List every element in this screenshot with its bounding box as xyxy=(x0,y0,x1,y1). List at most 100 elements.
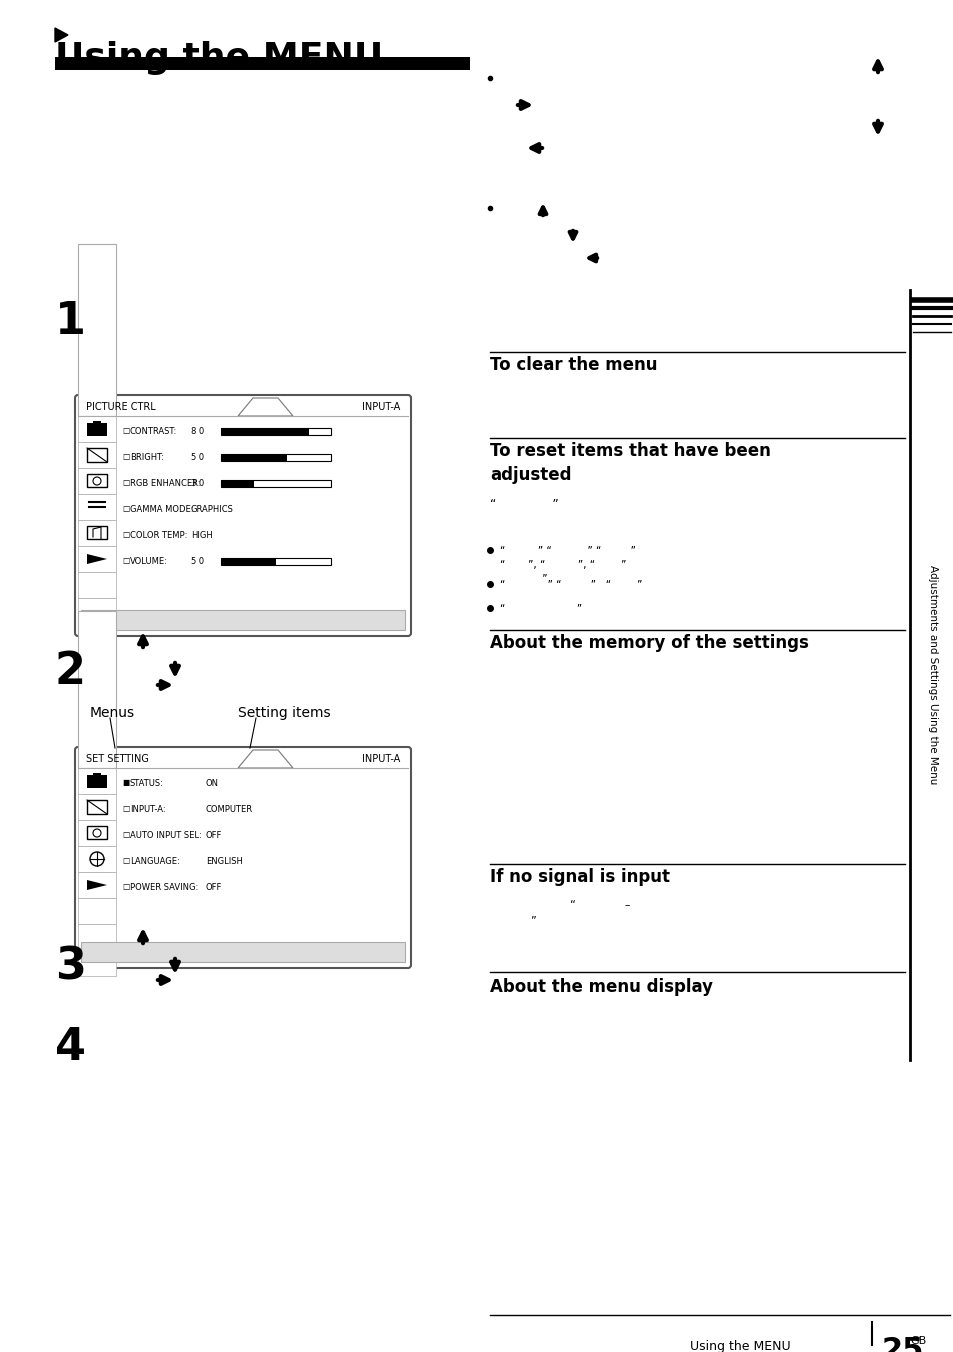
Text: GB: GB xyxy=(909,1336,925,1347)
Text: “          ” “           ” “         ”: “ ” “ ” “ ” xyxy=(499,546,636,556)
Bar xyxy=(87,775,107,788)
Bar xyxy=(78,846,116,872)
Polygon shape xyxy=(55,28,68,42)
Text: ”: ” xyxy=(499,575,547,584)
Bar xyxy=(78,794,116,821)
Text: 3 0: 3 0 xyxy=(191,479,204,488)
Text: AUTO INPUT SEL:: AUTO INPUT SEL: xyxy=(130,830,201,840)
Bar xyxy=(78,416,116,442)
Text: “                      ”: “ ” xyxy=(499,604,581,614)
Text: INPUT-A:: INPUT-A: xyxy=(130,804,166,814)
Text: OFF: OFF xyxy=(206,830,222,840)
Bar xyxy=(221,558,275,565)
Bar xyxy=(221,480,331,487)
Bar xyxy=(221,454,331,461)
Text: 25: 25 xyxy=(882,1336,923,1352)
Bar xyxy=(81,942,405,963)
Text: □: □ xyxy=(122,453,129,461)
Text: ON: ON xyxy=(206,779,219,787)
Text: RGB ENHANCER:: RGB ENHANCER: xyxy=(130,479,200,488)
Text: STATUS:: STATUS: xyxy=(130,779,164,787)
Text: Menus: Menus xyxy=(90,706,135,721)
Bar xyxy=(221,429,309,435)
Bar xyxy=(78,546,116,572)
Text: If no signal is input: If no signal is input xyxy=(490,868,669,886)
Bar xyxy=(87,448,107,462)
FancyBboxPatch shape xyxy=(75,395,411,635)
Bar xyxy=(78,768,116,794)
Text: 8 0: 8 0 xyxy=(191,426,204,435)
Bar xyxy=(92,420,101,423)
Text: □: □ xyxy=(122,530,129,539)
FancyBboxPatch shape xyxy=(75,748,411,968)
Text: About the menu display: About the menu display xyxy=(490,977,712,996)
Text: □: □ xyxy=(122,830,129,840)
Text: OFF: OFF xyxy=(206,883,222,891)
Bar xyxy=(87,423,107,435)
Text: POWER SAVING:: POWER SAVING: xyxy=(130,883,198,891)
Bar xyxy=(78,442,116,468)
Bar xyxy=(78,598,116,625)
Text: □: □ xyxy=(122,557,129,565)
Text: □: □ xyxy=(122,479,129,488)
Bar xyxy=(78,468,116,493)
Bar xyxy=(78,611,116,768)
Text: □: □ xyxy=(122,883,129,891)
Text: “              –: “ – xyxy=(569,900,630,910)
Text: ENGLISH: ENGLISH xyxy=(206,857,243,865)
Bar xyxy=(78,898,116,923)
Text: INPUT-A: INPUT-A xyxy=(361,754,399,764)
Polygon shape xyxy=(87,880,107,890)
Polygon shape xyxy=(237,750,293,768)
Text: COMPUTER: COMPUTER xyxy=(206,804,253,814)
Text: □: □ xyxy=(122,857,129,865)
Bar xyxy=(92,773,101,775)
Text: 4: 4 xyxy=(55,1026,86,1069)
Text: Adjustments and Settings Using the Menu: Adjustments and Settings Using the Menu xyxy=(927,565,937,784)
Text: “       ”, “          ”, “        ”: “ ”, “ ”, “ ” xyxy=(499,560,626,571)
Bar xyxy=(78,625,116,650)
Text: 1: 1 xyxy=(55,300,86,343)
Text: “             ” “         ”   “        ”: “ ” “ ” “ ” xyxy=(499,580,641,589)
Text: □: □ xyxy=(122,426,129,435)
Text: □: □ xyxy=(122,804,129,814)
Text: About the memory of the settings: About the memory of the settings xyxy=(490,634,808,652)
Text: Using the MENU: Using the MENU xyxy=(689,1340,790,1352)
Text: 5 0: 5 0 xyxy=(191,557,204,565)
Text: COLOR TEMP:: COLOR TEMP: xyxy=(130,530,187,539)
Text: 5 0: 5 0 xyxy=(191,453,204,461)
Bar xyxy=(221,558,331,565)
Text: BRIGHT:: BRIGHT: xyxy=(130,453,164,461)
Bar xyxy=(78,521,116,546)
Bar xyxy=(78,923,116,950)
Bar xyxy=(78,572,116,598)
Text: LANGUAGE:: LANGUAGE: xyxy=(130,857,179,865)
Text: “              ”: “ ” xyxy=(490,498,558,511)
Text: Using the MENU: Using the MENU xyxy=(55,41,383,74)
Bar xyxy=(87,475,107,487)
Text: □: □ xyxy=(122,504,129,514)
Bar xyxy=(81,610,405,630)
Bar xyxy=(78,950,116,976)
Text: ■: ■ xyxy=(122,779,129,787)
Text: GAMMA MODE:: GAMMA MODE: xyxy=(130,504,193,514)
Bar xyxy=(221,480,253,487)
Bar xyxy=(78,493,116,521)
Text: CONTRAST:: CONTRAST: xyxy=(130,426,177,435)
Bar xyxy=(78,243,116,416)
Bar xyxy=(87,826,107,840)
Text: 3: 3 xyxy=(55,946,86,990)
Bar xyxy=(55,57,470,70)
Bar xyxy=(221,454,287,461)
Text: Setting items: Setting items xyxy=(237,706,331,721)
Text: 2: 2 xyxy=(55,650,86,694)
Text: SET SETTING: SET SETTING xyxy=(86,754,149,764)
Bar xyxy=(87,526,107,539)
Bar xyxy=(221,429,331,435)
Polygon shape xyxy=(237,397,293,416)
Text: VOLUME:: VOLUME: xyxy=(130,557,168,565)
Text: PICTURE CTRL: PICTURE CTRL xyxy=(86,402,155,412)
Text: GRAPHICS: GRAPHICS xyxy=(191,504,233,514)
Text: To reset items that have been
adjusted: To reset items that have been adjusted xyxy=(490,442,770,484)
Bar xyxy=(87,800,107,814)
